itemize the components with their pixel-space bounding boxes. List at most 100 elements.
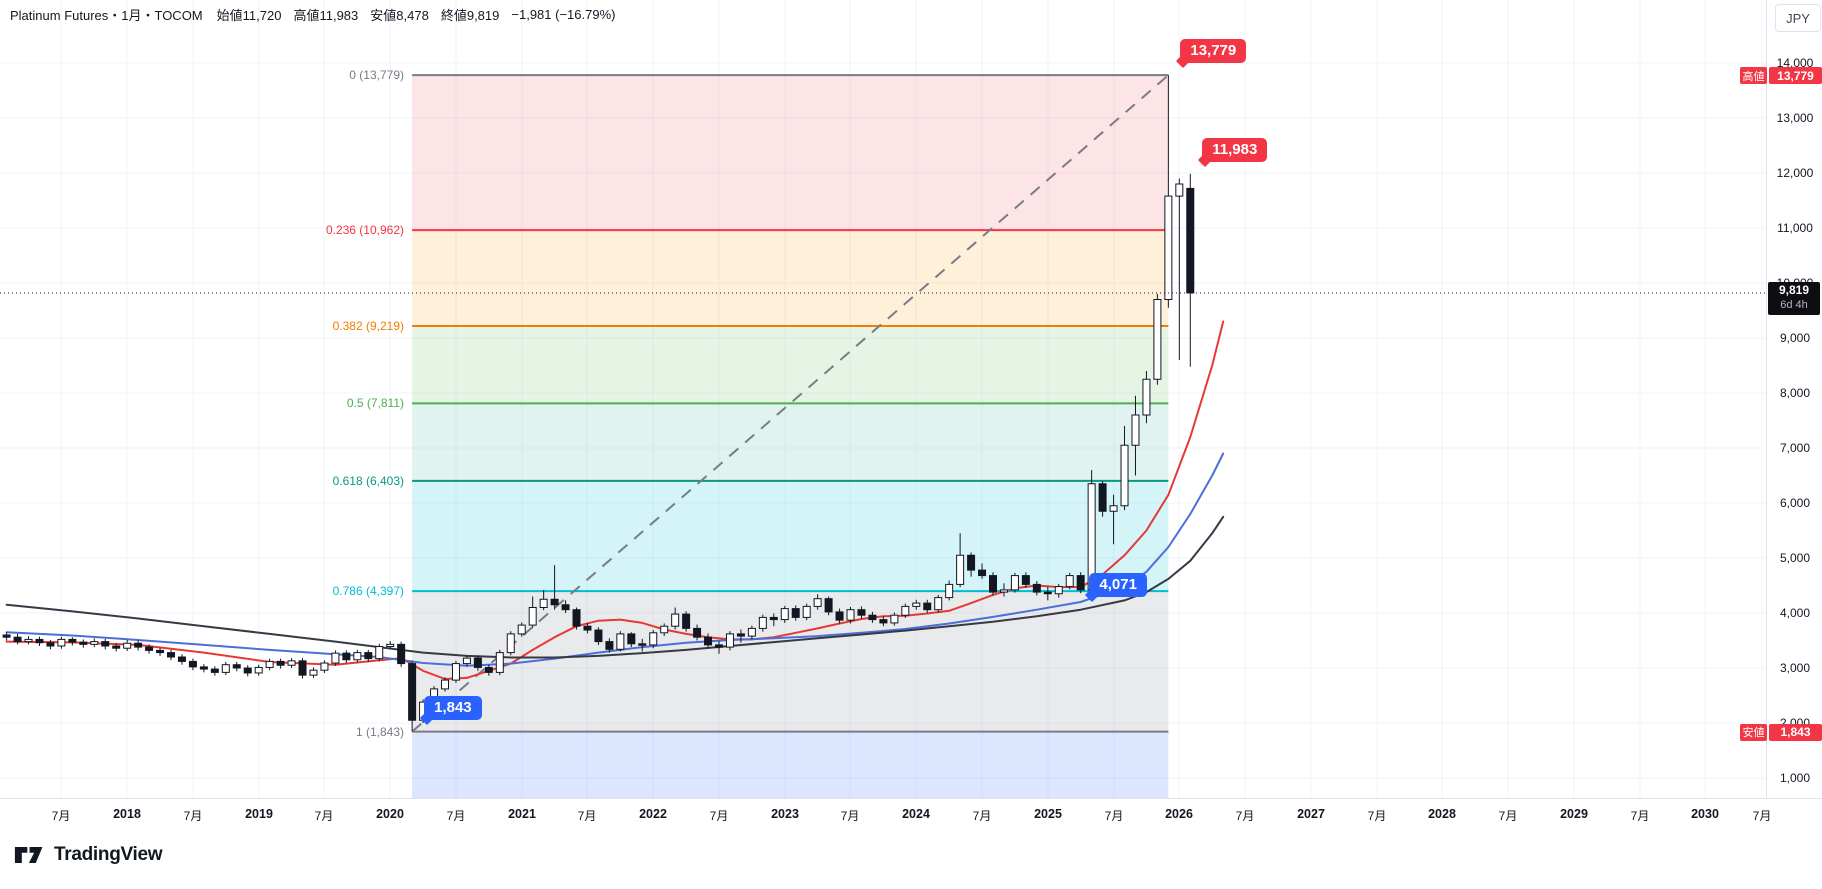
fib-level-label: 0.786 (4,397): [332, 584, 404, 599]
symbol-name[interactable]: Platinum Futures・1月・TOCOM: [10, 8, 203, 23]
candle-body: [671, 613, 680, 627]
chart-canvas[interactable]: [0, 0, 1766, 798]
price-scale[interactable]: JPY 14,00013,00012,00011,00010,0009,0008…: [1766, 0, 1822, 830]
ohlc-values: 始値11,720 高値11,983 安値8,478 終値9,819: [217, 5, 512, 24]
candle-body: [123, 642, 132, 649]
candle-body: [890, 614, 899, 624]
candle-body: [857, 609, 866, 616]
candle-body: [90, 641, 99, 645]
candle-body: [934, 597, 943, 611]
time-scale-year-label: 2024: [902, 807, 930, 821]
fib-low-callout-text: 1,843: [434, 698, 472, 716]
bar-countdown: 6d 4h: [1780, 298, 1808, 311]
candle-body: [167, 652, 175, 658]
candle-body: [1175, 183, 1184, 197]
price-scale-label: 3,000: [1779, 661, 1811, 675]
fib-zone: [412, 75, 1169, 231]
candle-body: [145, 646, 154, 651]
candle-body: [210, 668, 219, 673]
fib-level-label: 0.5 (7,811): [346, 396, 404, 411]
fib-zone: [412, 480, 1169, 592]
time-scale-month-label: 7月: [709, 809, 729, 823]
fib-zone: [412, 403, 1169, 481]
candle-body: [660, 625, 669, 634]
candle-body: [386, 643, 395, 648]
ohlc-pair: 始値11,720: [217, 8, 282, 23]
candle-body: [999, 589, 1008, 593]
candle-body: [1054, 586, 1063, 595]
candle-body: [989, 575, 997, 593]
candle-body: [1142, 378, 1151, 416]
candle-body: [682, 613, 691, 629]
tradingview-logo[interactable]: TradingView: [14, 842, 163, 868]
candle-body: [704, 636, 713, 646]
tradingview-logo-icon: [14, 847, 43, 863]
time-scale[interactable]: 7月 2018 7月 2019 7月 2020 7月 2021 7月 2022 7月 2023 7月 20…: [0, 798, 1822, 832]
candle-body: [802, 605, 811, 618]
symbol-title-bar[interactable]: Platinum Futures・1月・TOCOM 始値11,720 高値11,9…: [10, 5, 629, 24]
time-scale-month-label: 7月: [1367, 809, 1387, 823]
fib-high-callout[interactable]: 13,779: [1176, 39, 1247, 69]
time-scale-month-label: 7月: [577, 809, 597, 823]
candle-body: [594, 629, 603, 643]
last-price-badge: 9,819 6d 4h: [1768, 281, 1820, 315]
footer-bar: TradingView: [0, 830, 1822, 889]
candle-body: [298, 660, 307, 676]
candle-body: [572, 609, 581, 627]
candle-body: [736, 633, 745, 637]
ohlc-label: 高値: [293, 8, 320, 23]
candle-body: [68, 638, 77, 643]
candle-body: [188, 660, 197, 668]
candle-body: [1098, 483, 1107, 512]
candle-body: [441, 679, 449, 690]
time-scale-year-label: 2019: [245, 807, 273, 821]
candle-body: [2, 634, 11, 638]
price-scale-label: 6,000: [1779, 496, 1811, 510]
ohlc-value: 11,720: [242, 8, 282, 23]
bar-high-callout[interactable]: 11,983: [1198, 137, 1268, 167]
candle-body: [199, 666, 208, 670]
candle-body: [978, 569, 987, 577]
fib-level-label: 0.236 (10,962): [325, 223, 404, 238]
ohlc-value: 8,478: [396, 8, 429, 23]
candle-body: [616, 633, 625, 650]
time-scale-month-label: 7月: [1498, 809, 1518, 823]
candle-body: [320, 662, 329, 671]
candle-body: [35, 638, 44, 644]
time-scale-year-label: 2026: [1165, 807, 1193, 821]
candle-body: [693, 627, 702, 638]
candle-body: [46, 642, 55, 647]
time-scale-year-label: 2018: [113, 807, 141, 821]
price-scale-label: 1,000: [1779, 771, 1811, 785]
candle-body: [923, 602, 932, 611]
price-scale-label: 11,000: [1777, 221, 1813, 235]
candle-body: [243, 667, 252, 674]
chart-plot-area[interactable]: 0 (13,779) 0.236 (10,962) 0.382 (9,219) 0.5…: [0, 0, 1766, 798]
price-note-callout[interactable]: 4,071: [1085, 573, 1147, 603]
low-marker-value: 1,843: [1769, 723, 1822, 741]
candle-body: [342, 652, 351, 661]
fib-level-label: 1 (1,843): [355, 724, 404, 739]
fib-low-callout[interactable]: 1,843: [420, 695, 482, 725]
candle-body: [561, 604, 570, 611]
candle-body: [254, 666, 263, 674]
currency-button[interactable]: JPY: [1775, 4, 1821, 32]
candle-body: [780, 608, 789, 621]
candle-body: [1021, 575, 1030, 585]
candle-body: [1131, 414, 1140, 446]
time-scale-year-label: 2023: [771, 807, 799, 821]
time-scale-year-label: 2021: [508, 807, 536, 821]
high-price-marker: 高値 13,779: [1740, 67, 1822, 85]
candle-body: [1010, 575, 1019, 591]
time-scale-year-label: 2030: [1691, 807, 1719, 821]
time-scale-month-label: 7月: [446, 809, 466, 823]
candle-body: [945, 583, 954, 599]
time-scale-month-label: 7月: [972, 809, 992, 823]
time-scale-month-label: 7月: [1235, 809, 1255, 823]
candle-body: [1043, 591, 1052, 595]
fib-zone: [412, 230, 1169, 326]
candle-body: [912, 602, 921, 607]
candle-body: [331, 652, 340, 664]
fib-level-label: 0.382 (9,219): [332, 318, 404, 333]
bar-high-callout-text: 11,983: [1212, 140, 1258, 158]
